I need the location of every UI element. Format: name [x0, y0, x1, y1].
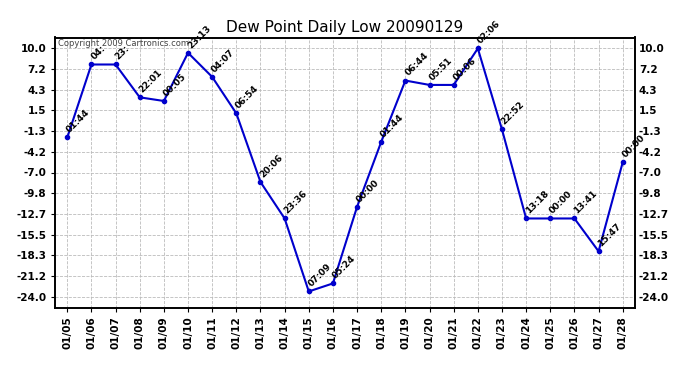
Text: 00:05: 00:05 — [161, 72, 188, 98]
Text: 23:: 23: — [113, 44, 131, 62]
Text: 23:13: 23:13 — [186, 24, 213, 50]
Text: 00:06: 00:06 — [451, 56, 477, 82]
Text: 00:00: 00:00 — [548, 189, 574, 216]
Text: 23:36: 23:36 — [282, 189, 309, 216]
Text: 13:41: 13:41 — [572, 189, 599, 216]
Text: 06:54: 06:54 — [234, 84, 261, 111]
Text: 13:18: 13:18 — [524, 189, 551, 216]
Text: 00:00: 00:00 — [620, 133, 647, 159]
Text: 06:44: 06:44 — [403, 51, 430, 78]
Text: 04:: 04: — [89, 44, 107, 62]
Text: Copyright 2009 Cartronics.com: Copyright 2009 Cartronics.com — [58, 39, 189, 48]
Text: 22:01: 22:01 — [137, 68, 164, 94]
Text: 02:06: 02:06 — [475, 19, 502, 46]
Text: 05:51: 05:51 — [427, 56, 454, 82]
Text: 04:07: 04:07 — [210, 48, 237, 74]
Text: 07:09: 07:09 — [306, 262, 333, 289]
Text: 01:44: 01:44 — [65, 108, 92, 135]
Text: 20:06: 20:06 — [258, 153, 285, 179]
Text: 00:00: 00:00 — [355, 178, 381, 204]
Title: Dew Point Daily Low 20090129: Dew Point Daily Low 20090129 — [226, 20, 464, 35]
Text: 01:44: 01:44 — [379, 112, 406, 139]
Text: 22:52: 22:52 — [500, 100, 526, 127]
Text: 15:47: 15:47 — [596, 222, 623, 249]
Text: 05:24: 05:24 — [331, 254, 357, 280]
